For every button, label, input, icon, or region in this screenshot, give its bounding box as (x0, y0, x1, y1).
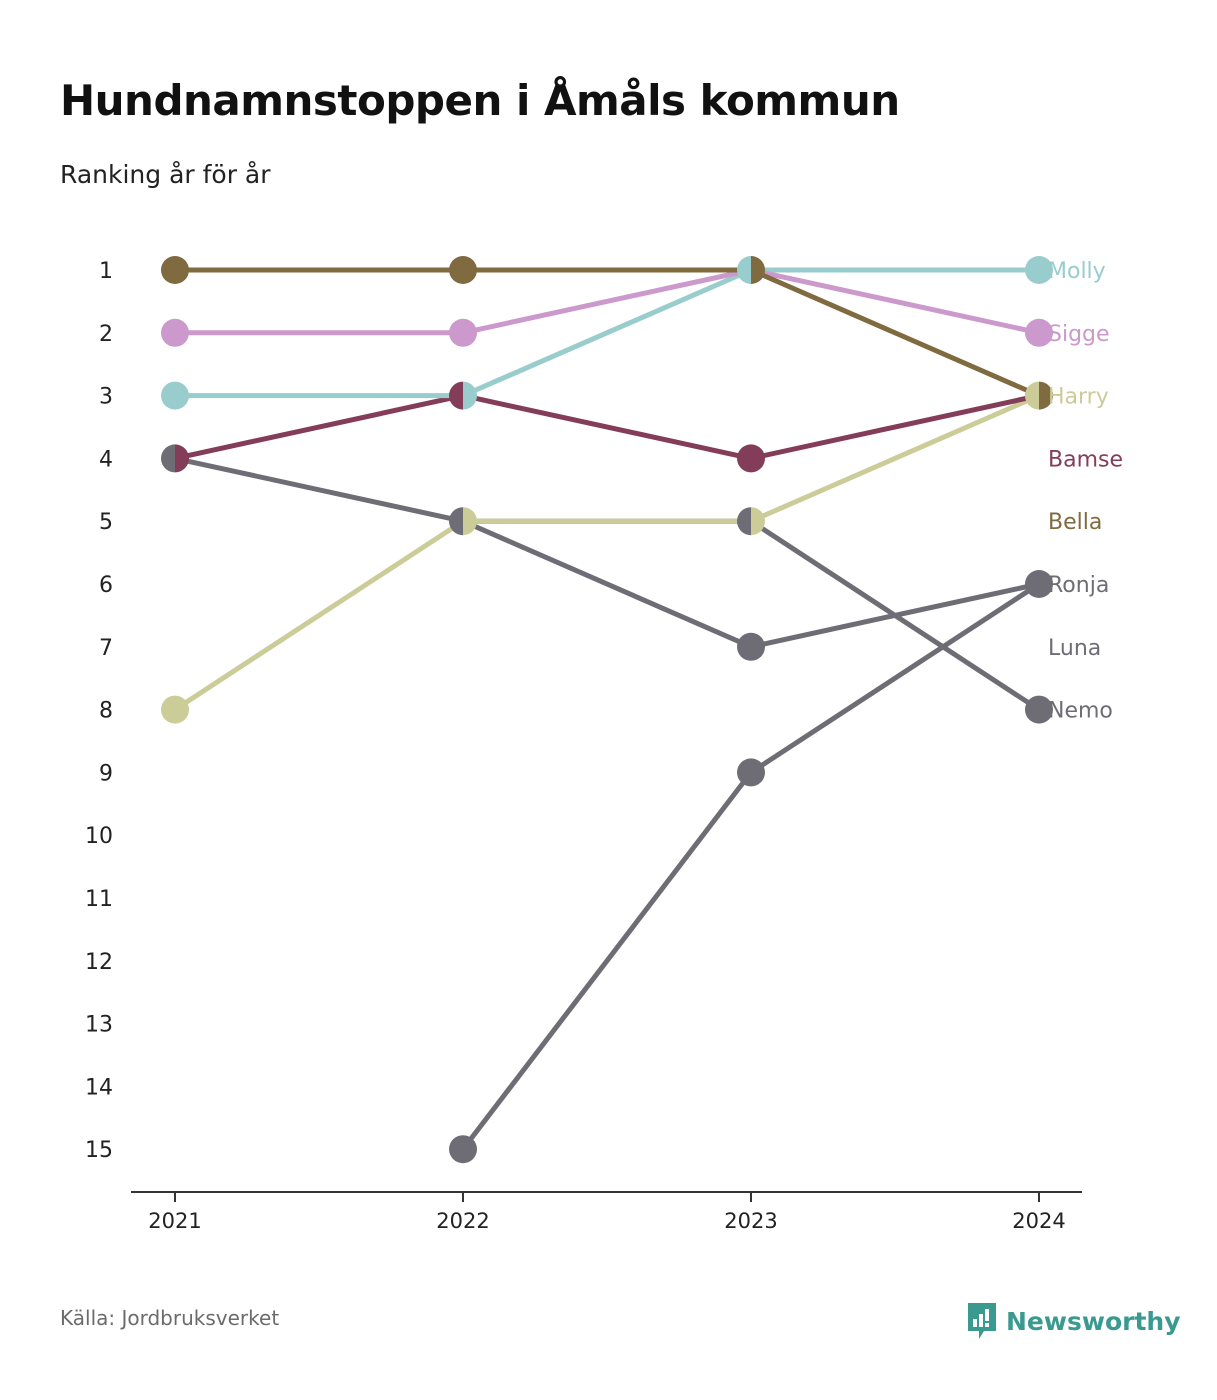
point-harry-bamse-bella-2024-left-half (1025, 381, 1039, 410)
y-tick-label-14: 14 (85, 1075, 113, 1100)
y-tick-label-6: 6 (99, 573, 113, 598)
point-luna-2022 (449, 1135, 477, 1164)
brand-logo: Newsworthy (966, 1300, 1181, 1342)
series-line-harry (172, 393, 1042, 713)
y-tick-label-15: 15 (85, 1138, 113, 1163)
series-lines (172, 267, 1042, 1152)
y-tick-label-2: 2 (99, 322, 113, 347)
chart-subtitle: Ranking år för år (60, 160, 271, 189)
point-nemo-harry-2023-right-half (751, 507, 766, 536)
source-note: Källa: Jordbruksverket (60, 1306, 280, 1330)
point-sigge-2024 (1025, 318, 1053, 347)
x-axis: 2021 2022 2023 2024 (131, 1191, 1082, 1233)
y-tick-label-7: 7 (99, 636, 113, 661)
series-points (161, 256, 1053, 1164)
point-molly-2024 (1025, 256, 1053, 284)
y-tick-label-12: 12 (85, 950, 113, 975)
point-harry-bamse-bella-2024-right-half (1039, 381, 1053, 410)
x-tick-label-2021: 2021 (148, 1209, 201, 1233)
end-label-ronja: Ronja (1048, 573, 1109, 598)
point-bamse-2023 (737, 444, 765, 473)
series-line-luna (460, 581, 1042, 1152)
point-ronja-2023 (737, 632, 765, 661)
end-label-molly: Molly (1048, 259, 1106, 284)
y-tick-label-10: 10 (85, 824, 113, 849)
series-line-molly (172, 267, 1042, 399)
point-bamse-molly-2022-left-half (449, 381, 463, 410)
point-nemo-harry-2023-left-half (737, 507, 751, 536)
point-sigge-2021 (161, 318, 189, 347)
chart-title: Hundnamnstoppen i Åmåls kommun (60, 76, 900, 125)
y-tick-label-13: 13 (85, 1013, 113, 1038)
y-tick-label-8: 8 (99, 699, 113, 724)
end-label-bella: Bella (1048, 510, 1102, 535)
end-label-sigge: Sigge (1048, 322, 1110, 347)
x-tick-label-2022: 2022 (436, 1209, 489, 1233)
point-sigge-2022 (449, 318, 477, 347)
point-bella-2021 (161, 256, 189, 284)
point-nemo-bamse-2021-left-half (161, 444, 175, 473)
x-tick-label-2023: 2023 (724, 1209, 777, 1233)
brand-name: Newsworthy (1006, 1306, 1181, 1336)
series-line-ronja (460, 518, 1042, 650)
y-tick-label-3: 3 (99, 385, 113, 410)
x-tick-label-2024: 2024 (1012, 1209, 1065, 1233)
y-tick-label-11: 11 (85, 887, 113, 912)
y-tick-label-5: 5 (99, 510, 113, 535)
point-nemo-2024 (1025, 695, 1053, 724)
point-bamse-molly-2022-right-half (463, 381, 478, 410)
end-label-nemo: Nemo (1048, 699, 1113, 724)
point-luna-2023 (737, 758, 765, 787)
end-label-luna: Luna (1048, 636, 1101, 661)
point-luna-ronja-2024 (1025, 570, 1053, 598)
point-molly-sigge-bella-2023-left-half (737, 256, 751, 284)
series-line-bamse (172, 393, 1042, 461)
point-molly-2021 (161, 381, 189, 410)
y-tick-label-4: 4 (99, 447, 113, 472)
point-nemo-bamse-2021-right-half (175, 444, 190, 473)
end-labels: Molly Sigge Harry Bamse Bella Ronja Luna Nemo (1048, 259, 1123, 724)
point-nemo-ronja-harry-2022-right-half (463, 507, 478, 536)
y-tick-label-9: 9 (99, 761, 113, 786)
series-line-sigge (172, 267, 1042, 336)
series-line-bella (172, 267, 1042, 399)
point-nemo-ronja-harry-2022-left-half (449, 507, 463, 536)
point-molly-sigge-bella-2023-right-half (751, 256, 765, 284)
point-harry-2021 (161, 695, 189, 724)
newsworthy-logo-icon (968, 1303, 996, 1339)
end-label-harry: Harry (1048, 385, 1109, 410)
end-label-bamse: Bamse (1048, 447, 1123, 472)
y-tick-label-1: 1 (99, 259, 113, 284)
point-bella-2022 (449, 256, 477, 284)
